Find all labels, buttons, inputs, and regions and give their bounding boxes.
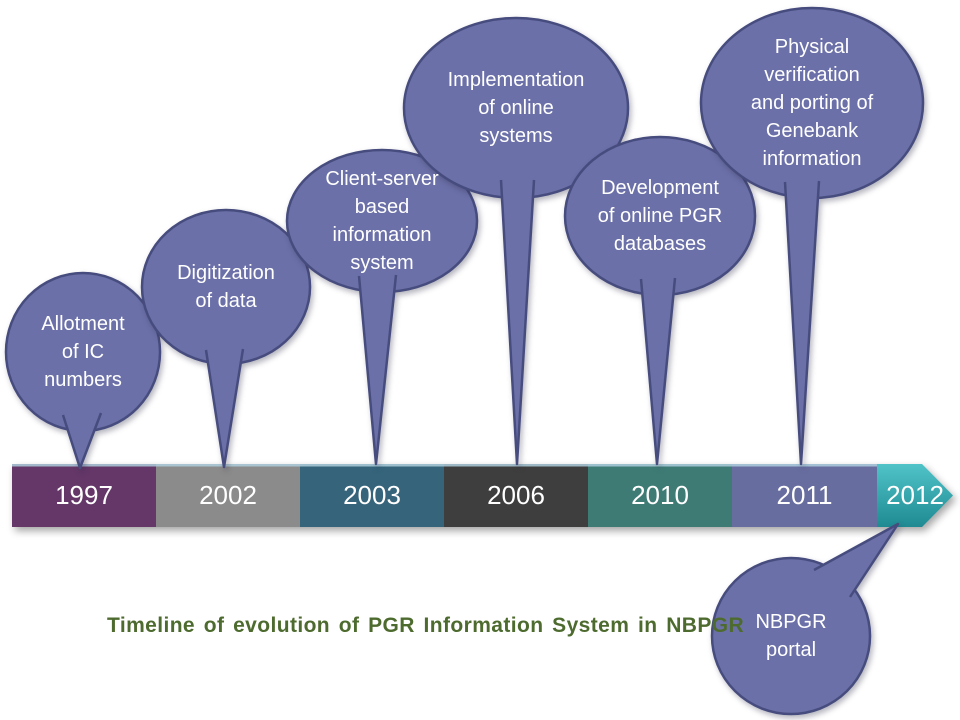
callout-2012 [710,522,900,716]
callout-tail-2003 [357,274,398,466]
timeline-segment-1997 [12,464,156,527]
timeline-bar-highlight [12,464,877,467]
callout-2010 [563,135,757,466]
year-label-2003: 2003 [343,480,401,510]
year-label-2010: 2010 [631,480,689,510]
timeline-bar [12,464,953,527]
year-label-2002: 2002 [199,480,257,510]
year-label-2006: 2006 [487,480,545,510]
callout-bubble-2012 [710,556,872,716]
timeline-segment-2003 [300,464,444,527]
callout-tail-2002 [204,348,245,469]
callout-bubble-1997 [4,271,162,433]
year-label-2011: 2011 [776,480,833,510]
callout-tail-2010 [639,277,677,466]
callout-2006 [402,16,630,466]
callout-1997 [4,271,162,470]
slide-caption: Timeline of evolution of PGR Information… [107,614,745,637]
callout-tail-2011 [783,180,821,466]
callout-2003 [285,148,479,466]
year-label-2012: 2012 [886,480,944,510]
year-label-1997: 1997 [55,480,113,510]
callout-tail-2012 [813,522,900,598]
callout-tail-1997 [61,412,103,470]
timeline-segment-2002 [156,464,300,527]
timeline-segment-2010 [588,464,732,527]
timeline-segment-2011 [732,464,877,527]
callout-bubble-2002 [140,208,312,366]
callout-tail-2006 [499,179,536,466]
callout-2011 [699,6,925,466]
callout-2002 [140,208,312,469]
timeline-arrow-2012 [877,464,953,527]
callout-bubble-2011 [699,6,925,200]
timeline-segment-2006 [444,464,588,527]
